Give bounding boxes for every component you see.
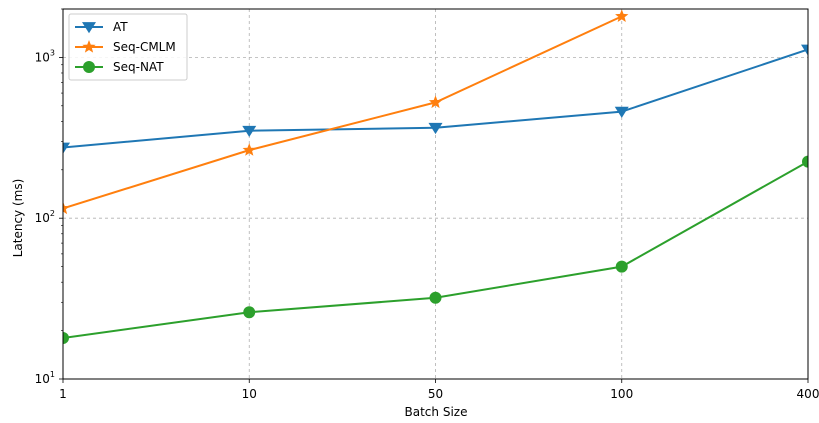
series-seq-cmlm	[63, 9, 629, 215]
y-tick-label: 101	[35, 370, 55, 386]
x-axis-label: Batch Size	[405, 405, 468, 419]
data-point	[242, 125, 257, 138]
data-point	[802, 155, 808, 168]
series-at	[63, 44, 808, 154]
legend-marker	[82, 40, 96, 53]
legend-marker	[82, 22, 96, 34]
legend-item: AT	[75, 20, 128, 34]
data-point	[614, 106, 629, 118]
legend-item: Seq-CMLM	[75, 40, 176, 54]
data-point	[242, 143, 256, 156]
data-point	[801, 44, 808, 56]
data-point	[615, 260, 628, 273]
data-point	[243, 306, 256, 319]
legend-label: Seq-CMLM	[113, 40, 176, 54]
legend-box	[68, 13, 188, 81]
data-point	[63, 142, 70, 154]
data-point	[63, 201, 70, 215]
x-tick-label: 400	[797, 387, 819, 401]
data-point	[428, 122, 443, 135]
legend-item: Seq-NAT	[75, 60, 164, 74]
legend-label: AT	[113, 20, 128, 34]
legend: AT Seq-CMLM Seq-NAT	[68, 13, 188, 81]
x-tick-label: 1	[59, 387, 67, 401]
y-tick-label: 103	[35, 48, 55, 64]
data-point	[63, 331, 69, 344]
series-seq-nat	[63, 155, 808, 344]
y-tick-label: 102	[35, 209, 55, 225]
series-layer	[63, 9, 808, 344]
legend-marker	[83, 61, 95, 73]
x-tick-label: 50	[428, 387, 443, 401]
data-point	[615, 9, 629, 23]
data-point	[428, 95, 443, 109]
data-point	[429, 291, 442, 304]
series-line	[63, 15, 623, 210]
legend-label: Seq-NAT	[113, 60, 164, 74]
x-tick-label: 10	[242, 387, 257, 401]
y-axis-label: Latency (ms)	[11, 179, 25, 258]
x-tick-label: 100	[610, 387, 633, 401]
axis-ticks: 1 10 50 100 400 101 102 103	[35, 8, 819, 401]
